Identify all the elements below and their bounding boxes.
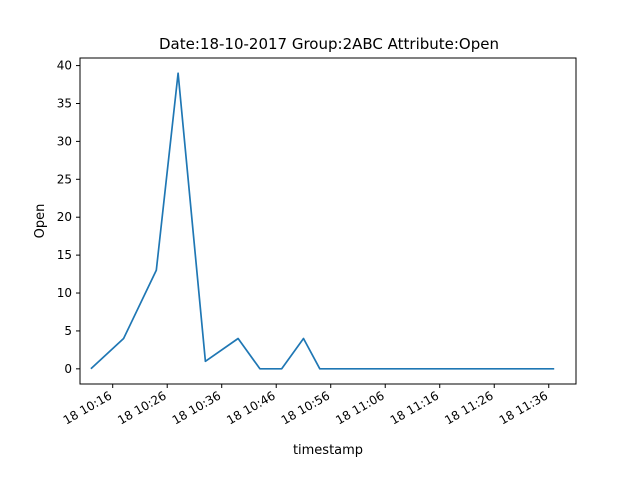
y-axis: 0 5 10 15 20 25 30 35 40 [57,59,80,376]
x-tick-label: 18 11:26 [442,388,495,427]
plot-area [90,72,555,370]
y-tick-label: 10 [57,286,72,300]
x-tick-label: 18 10:56 [279,388,332,427]
x-axis-label: timestamp [293,443,363,458]
y-tick-label: 5 [64,324,72,338]
y-tick-label: 25 [57,172,72,186]
x-tick-label: 18 11:06 [333,388,386,427]
chart-title: Date:18-10-2017 Group:2ABC Attribute:Ope… [159,35,499,53]
x-tick-label: 18 10:16 [61,388,114,427]
y-axis-label: Open [33,204,48,239]
series-line [90,72,555,370]
y-tick-label: 0 [64,362,72,376]
y-tick-label: 40 [57,59,72,73]
y-tick-label: 20 [57,210,72,224]
plot-frame [79,57,577,385]
y-tick-label: 30 [57,134,72,148]
x-tick-label: 18 11:16 [388,388,441,427]
x-tick-label: 18 10:36 [170,388,223,427]
y-tick-label: 35 [57,96,72,110]
x-tick-label: 18 11:36 [497,388,550,427]
y-tick-label: 15 [57,248,72,262]
x-axis: 18 10:16 18 10:26 18 10:36 18 10:46 18 10:56… [61,384,550,427]
x-tick-label: 18 10:46 [224,388,277,427]
x-tick-label: 18 10:26 [115,388,168,427]
